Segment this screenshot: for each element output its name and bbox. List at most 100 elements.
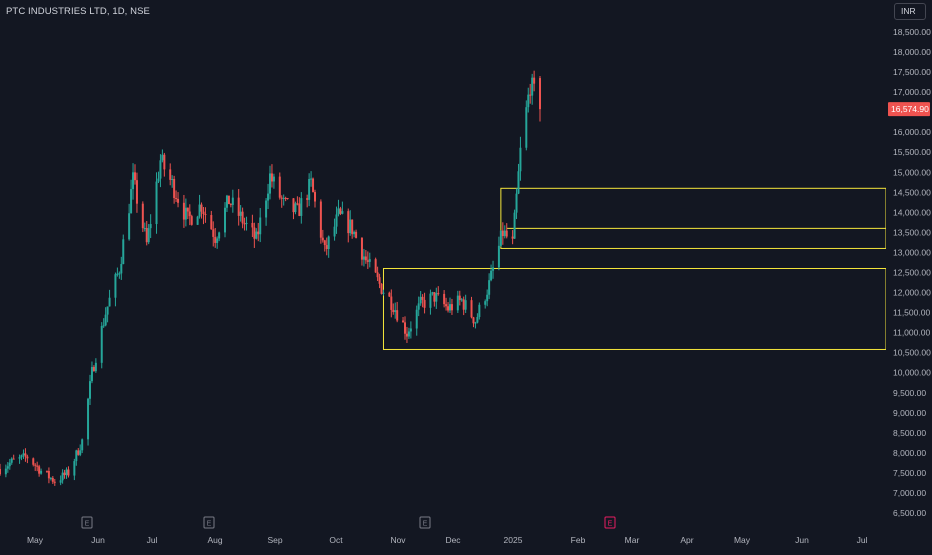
candle — [337, 199, 340, 217]
candle — [65, 467, 68, 479]
candle — [376, 266, 379, 282]
time-axis-bg — [0, 528, 932, 550]
candle — [40, 468, 43, 475]
candle — [278, 172, 281, 200]
candle — [253, 222, 256, 248]
candle — [4, 464, 7, 478]
earnings-marker[interactable]: E — [419, 516, 431, 529]
candle — [456, 290, 459, 313]
earnings-marker[interactable]: E — [604, 516, 616, 529]
candle — [306, 194, 309, 208]
candle — [392, 303, 395, 315]
candle — [237, 189, 240, 226]
candle — [204, 207, 207, 223]
time-tick-label: Feb — [571, 535, 586, 545]
candle — [298, 197, 301, 217]
candle — [173, 175, 176, 204]
price-tick-label: 7,500.00 — [893, 468, 926, 478]
candle — [300, 192, 303, 224]
candle — [8, 458, 11, 470]
candle — [417, 296, 420, 317]
candle — [182, 194, 185, 228]
candle — [20, 454, 23, 461]
currency-selector[interactable]: INR — [894, 3, 926, 20]
candle — [188, 204, 191, 226]
candle — [378, 273, 381, 289]
candle — [255, 228, 258, 240]
candle — [312, 177, 315, 193]
candle — [490, 264, 493, 282]
candle — [529, 83, 532, 104]
candle — [225, 194, 228, 212]
candle — [251, 214, 254, 238]
candle — [118, 271, 121, 279]
candle — [435, 287, 438, 309]
candle — [229, 203, 232, 208]
candle — [92, 365, 95, 372]
candle — [319, 199, 322, 244]
time-tick-label: May — [27, 535, 44, 545]
candle — [445, 297, 448, 311]
candle — [280, 195, 283, 208]
candle — [364, 250, 367, 264]
candle — [77, 448, 80, 456]
time-tick-label: Dec — [445, 535, 461, 545]
earnings-marker[interactable]: E — [81, 516, 93, 529]
candle — [169, 163, 172, 186]
price-tick-label: 15,500.00 — [893, 147, 931, 157]
time-tick-label: Apr — [680, 535, 693, 545]
last-price-label: 16,574.90 — [891, 104, 929, 114]
candle — [382, 289, 385, 296]
candle — [239, 205, 242, 222]
candle — [308, 173, 311, 207]
demand-zone-upper[interactable] — [500, 187, 887, 249]
candle — [484, 299, 487, 309]
candle — [89, 374, 91, 405]
price-tick-label: 8,000.00 — [893, 448, 926, 458]
candle — [231, 189, 234, 213]
svg-text:E: E — [207, 521, 212, 528]
candle — [171, 175, 174, 188]
price-tick-label: 11,500.00 — [893, 308, 930, 318]
price-axis-bg — [886, 0, 932, 550]
candle — [374, 257, 377, 273]
chart-title: PTC INDUSTRIES LTD, 1D, NSE — [6, 6, 150, 17]
candle — [135, 172, 138, 213]
candle — [433, 292, 436, 307]
candle — [102, 318, 105, 328]
candle — [87, 397, 90, 446]
candle — [132, 163, 135, 200]
candle — [499, 230, 502, 247]
candle — [349, 210, 352, 236]
candle — [402, 317, 405, 323]
svg-text:E: E — [608, 521, 613, 528]
candle — [155, 172, 158, 234]
candle — [73, 458, 76, 481]
candle — [63, 469, 66, 479]
svg-text:E: E — [423, 521, 428, 528]
candle — [81, 438, 84, 454]
candle — [6, 462, 9, 473]
candle — [405, 326, 408, 343]
candle — [501, 222, 504, 245]
demand-zone-lower[interactable] — [382, 267, 887, 350]
candle — [200, 202, 203, 219]
time-tick-label: Mar — [625, 535, 640, 545]
svg-text:E: E — [85, 521, 90, 528]
earnings-marker[interactable]: E — [203, 516, 215, 529]
candle — [282, 194, 285, 206]
candle — [79, 444, 82, 457]
candle — [443, 290, 446, 308]
price-tick-label: 14,000.00 — [893, 207, 931, 217]
candle — [122, 234, 125, 265]
candle — [525, 100, 528, 151]
candle — [323, 239, 326, 252]
candle — [269, 165, 271, 200]
time-axis: May Jun Jul Aug Sep Oct Nov Dec 2025 Feb Mar Apr May… — [27, 535, 868, 545]
candle — [527, 87, 530, 113]
candle — [407, 327, 410, 339]
candle — [380, 283, 383, 295]
